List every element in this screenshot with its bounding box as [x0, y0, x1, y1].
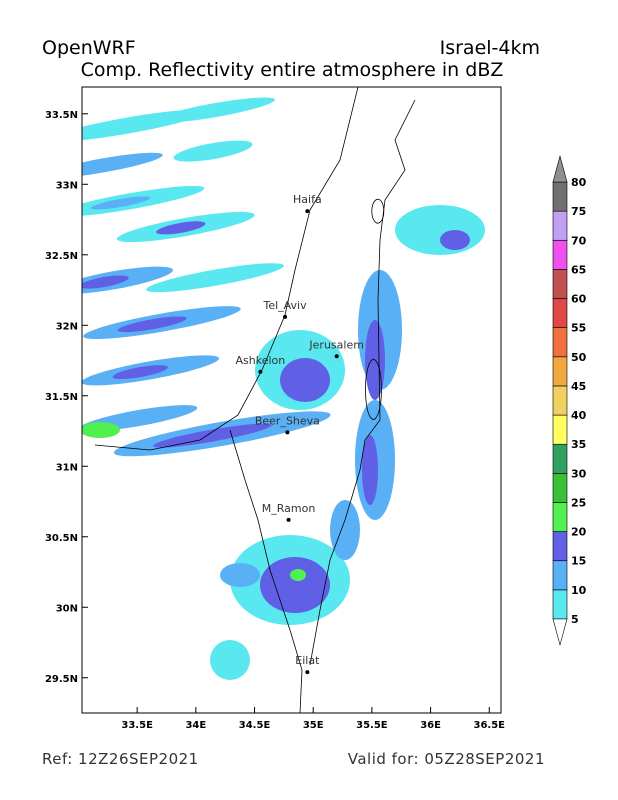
city-dot — [286, 517, 291, 522]
lat-tick-label: 29.5N — [45, 674, 78, 685]
colorbar-segment — [552, 473, 568, 503]
colorbar-segment — [552, 531, 568, 562]
colorbar-label: 80 — [571, 176, 587, 189]
colorbar-segment — [552, 560, 568, 591]
city-label: Haifa — [293, 193, 322, 206]
colorbar-high-triangle — [552, 154, 568, 183]
colorbar: 5 10 15 20 25 30 35 40 45 50 55 60 65 70 75 80 — [552, 154, 587, 647]
colorbar-label: 65 — [571, 263, 586, 276]
lon-tick-label: 33.5E — [121, 720, 153, 731]
lat-tick-label: 32N — [56, 321, 78, 332]
lat-tick-label: 30N — [56, 603, 78, 614]
city-label: Beer_Sheva — [255, 414, 320, 427]
colorbar-segment — [552, 356, 568, 387]
colorbar-segment — [552, 443, 568, 474]
city-dot — [334, 354, 339, 359]
valid-time: Valid for: 05Z28SEP2021 — [348, 750, 545, 768]
colorbar-low-triangle — [552, 618, 568, 647]
lon-tick-label: 36E — [420, 720, 441, 731]
lon-tick-label: 36.5E — [474, 720, 506, 731]
colorbar-label: 40 — [571, 409, 587, 422]
colorbar-label: 50 — [571, 351, 587, 364]
lat-tick-label: 31N — [56, 462, 78, 473]
colorbar-segment — [552, 327, 568, 358]
lon-tick-label: 34E — [185, 720, 206, 731]
colorbar-label: 5 — [571, 613, 579, 626]
city-dot — [305, 670, 310, 675]
lat-tick-label: 33N — [56, 180, 78, 191]
city-dot — [285, 430, 290, 435]
city-label: Ashkelon — [236, 354, 286, 367]
lat-tick-label: 33.5N — [45, 110, 78, 121]
lat-tick-label: 32.5N — [45, 251, 78, 262]
city-dot — [258, 369, 263, 374]
colorbar-label: 15 — [571, 555, 586, 568]
borders — [94, 87, 416, 713]
colorbar-segment — [552, 502, 568, 532]
colorbar-label: 70 — [571, 234, 587, 247]
colorbar-label: 45 — [571, 380, 586, 393]
colorbar-label: 20 — [571, 526, 587, 539]
colorbar-label: 75 — [571, 205, 586, 218]
colorbar-label: 10 — [571, 584, 587, 597]
city-dot — [305, 209, 310, 214]
colorbar-segment — [552, 239, 568, 270]
reference-time: Ref: 12Z26SEP2021 — [42, 750, 199, 768]
colorbar-segment — [552, 298, 568, 328]
city-dot — [283, 314, 288, 319]
colorbar-segment — [552, 210, 568, 241]
colorbar-segment — [552, 414, 568, 445]
lon-tick-label: 35E — [303, 720, 324, 731]
model-name: OpenWRF — [42, 37, 136, 59]
axis-ticks: 33.5E 34E 34.5E 35E 35.5E 36E 36.5E 29.5N 30N 30.… — [45, 110, 505, 731]
lat-tick-label: 30.5N — [45, 533, 78, 544]
city-label: Eilat — [295, 654, 320, 667]
cities: Haifa Tel_Aviv Jerusalem Ashkelon Beer_Sheva… — [236, 193, 364, 675]
lon-tick-label: 35.5E — [356, 720, 388, 731]
colorbar-label: 55 — [571, 322, 586, 335]
city-label: Tel_Aviv — [262, 299, 307, 312]
colorbar-segment — [552, 589, 568, 620]
reflectivity-field — [82, 97, 485, 680]
lat-tick-label: 31.5N — [45, 392, 78, 403]
colorbar-label: 30 — [571, 467, 587, 480]
lon-tick-label: 34.5E — [239, 720, 271, 731]
colorbar-label: 60 — [571, 293, 587, 306]
city-label: Jerusalem — [308, 338, 364, 351]
colorbar-label: 25 — [571, 496, 586, 509]
domain-name: Israel-4km — [440, 37, 540, 59]
colorbar-label: 35 — [571, 438, 586, 451]
sea-streaks — [82, 97, 331, 457]
city-label: M_Ramon — [262, 502, 316, 515]
colorbar-segment — [552, 269, 568, 299]
colorbar-segment — [552, 385, 568, 416]
map-title: Comp. Reflectivity entire atmosphere in … — [81, 59, 504, 81]
colorbar-segment — [552, 181, 568, 212]
map-frame — [81, 86, 502, 714]
